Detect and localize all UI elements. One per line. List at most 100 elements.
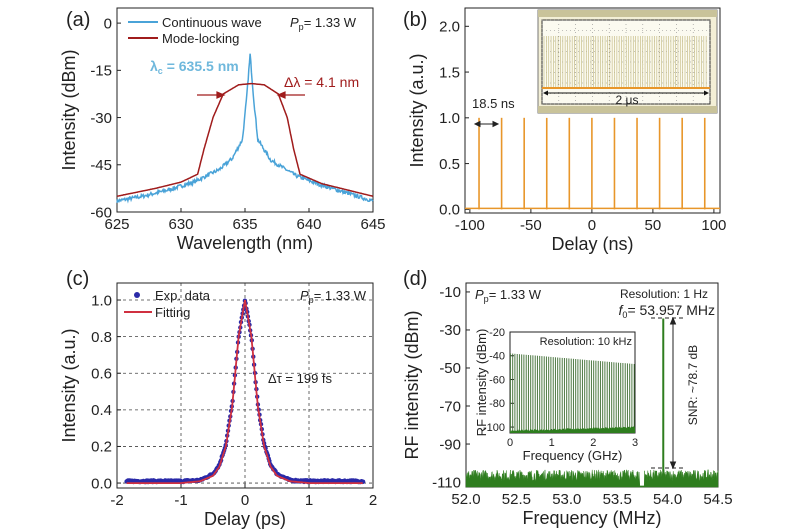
x-tick-label: 100 <box>701 217 726 234</box>
x-tick-label: 3 <box>632 437 638 449</box>
x-tick-label: 0 <box>588 217 596 234</box>
y-tick-label: 0.2 <box>91 439 112 456</box>
oscilloscope-inset: 2 μs <box>537 9 718 114</box>
y-axis-label: Intensity (dBm) <box>59 49 79 170</box>
y-tick-label: -60 <box>90 204 112 221</box>
y-tick-label: -10 <box>439 284 461 301</box>
bandwidth-label: Δλ = 4.1 nm <box>284 74 359 90</box>
x-tick-label: -50 <box>520 217 542 234</box>
scope-toolbar-bottom <box>538 106 717 113</box>
y-tick-label: 0.8 <box>91 329 112 346</box>
panel-label-c: (c) <box>66 268 89 290</box>
y-tick-label: -100 <box>483 422 505 434</box>
fundamental-frequency-label: f0= 53.957 MHz <box>619 302 715 320</box>
x-tick-label: 630 <box>168 216 193 233</box>
series-line-mode-locking <box>116 82 374 198</box>
pump-power-d: Pp= 1.33 W <box>475 287 542 304</box>
x-tick-label: 1 <box>305 492 313 509</box>
x-tick-label: 0 <box>507 437 513 449</box>
y-tick-label: -40 <box>489 351 505 363</box>
x-tick-label: 52.5 <box>502 491 531 508</box>
y-tick-label: -50 <box>439 360 461 377</box>
pulse-duration-label: Δτ = 199 fs <box>268 371 333 386</box>
y-tick-label: -70 <box>439 398 461 415</box>
panel-c: -2 -1 0 1 2 0.0 0.2 0.4 0.6 0.8 1.0 Delay (ps) Inten… <box>59 282 377 529</box>
x-axis-label: Delay (ns) <box>551 234 633 254</box>
x-tick-label: 645 <box>360 216 385 233</box>
x-tick-label: 0 <box>241 492 249 509</box>
pulse-spacing-arrow <box>473 120 500 128</box>
legend-swatch-exp <box>134 292 140 298</box>
y-tick-label: 1.5 <box>439 64 460 81</box>
y-tick-label: 2.0 <box>439 19 460 36</box>
legend-label-fit: Fitting <box>155 305 190 320</box>
x-tick-label: 640 <box>296 216 321 233</box>
arrow-head <box>704 90 709 96</box>
legend-label-ml: Mode-locking <box>162 31 239 46</box>
y-tick-label: -15 <box>90 63 112 80</box>
scope-toolbar-top <box>538 10 717 17</box>
pump-power-c: Pp= 1.33 W <box>300 288 367 305</box>
x-tick-label: 635 <box>232 216 257 233</box>
panel-label-d: (d) <box>403 268 427 290</box>
y-tick-label: -110 <box>432 474 461 491</box>
x-tick-label: 54.0 <box>653 491 682 508</box>
fit-line <box>126 299 363 484</box>
x-tick-label: -100 <box>455 217 485 234</box>
resolution-label: Resolution: 1 Hz <box>620 287 708 301</box>
y-tick-label: -80 <box>489 398 505 410</box>
x-tick-label: 52.0 <box>451 491 480 508</box>
x-axis-label: Frequency (GHz) <box>523 448 623 463</box>
y-tick-label: -30 <box>439 322 461 339</box>
x-tick-label: 54.5 <box>703 491 732 508</box>
series-line-continuous-wave <box>116 53 374 204</box>
panel-a: 625 630 635 640 645 -60 -45 -30 -15 0 Wavelength (… <box>59 7 386 253</box>
center-wavelength-label: λc = 635.5 nm <box>150 58 239 76</box>
y-tick-label: -45 <box>90 157 112 174</box>
y-tick-label: -60 <box>489 374 505 386</box>
y-tick-label: 1.0 <box>439 110 460 127</box>
y-axis-label: Intensity (a.u.) <box>407 53 427 167</box>
x-axis-label: Frequency (MHz) <box>522 508 661 528</box>
y-tick-label: -20 <box>489 327 505 339</box>
panel-label-b: (b) <box>403 9 427 31</box>
x-tick-label: 53.5 <box>603 491 632 508</box>
snr-label: SNR: ~78.7 dB <box>686 345 700 425</box>
pulse-spacing-label: 18.5 ns <box>472 96 515 111</box>
y-tick-label: -90 <box>439 436 461 453</box>
panel-label-a: (a) <box>66 9 90 31</box>
x-tick-label: 2 <box>369 492 377 509</box>
x-tick-label: 625 <box>104 216 129 233</box>
y-tick-label: 0.5 <box>439 156 460 173</box>
y-tick-label: 0.0 <box>439 202 460 219</box>
legend-label-exp: Exp. data <box>155 288 211 303</box>
inset-noise-floor <box>510 426 635 433</box>
x-tick-label: -2 <box>110 492 123 509</box>
y-axis-label: RF intensity (dBm) <box>402 310 422 459</box>
y-tick-label: 0.0 <box>91 475 112 492</box>
x-axis-label: Wavelength (nm) <box>177 233 313 253</box>
pump-power-a: Pp= 1.33 W <box>290 15 357 32</box>
inset-resolution-label: Resolution: 10 kHz <box>540 336 632 348</box>
noise-floor <box>465 469 719 488</box>
y-tick-label: 0 <box>104 15 112 32</box>
y-tick-label: 1.0 <box>91 292 112 309</box>
snr-marker <box>651 316 684 470</box>
x-tick-label: -1 <box>174 492 187 509</box>
panel-d: 52.0 52.5 53.0 53.5 54.0 54.5 -110 -90 -70 -50 -30… <box>402 282 733 528</box>
panel-b: -100 -50 0 50 100 0.0 0.5 1.0 1.5 2.0 Delay (ns) In… <box>407 7 726 254</box>
x-axis-label: Delay (ps) <box>204 509 286 529</box>
y-axis-label: RF intensity (dBm) <box>474 329 489 437</box>
plot-frame <box>464 7 721 214</box>
y-tick-label: 0.4 <box>91 402 112 419</box>
scope-span-label: 2 μs <box>616 93 639 107</box>
bandwidth-arrows <box>197 91 305 99</box>
x-tick-label: 2 <box>590 437 596 449</box>
x-tick-label: 50 <box>645 217 662 234</box>
y-tick-label: -30 <box>90 110 112 127</box>
y-tick-label: 0.6 <box>91 365 112 382</box>
x-tick-label: 1 <box>549 437 555 449</box>
x-tick-label: 53.0 <box>552 491 581 508</box>
y-axis-label: Intensity (a.u.) <box>59 328 79 442</box>
